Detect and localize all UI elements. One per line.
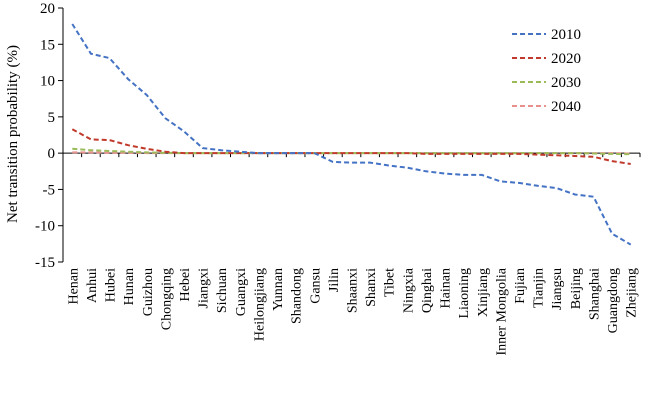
x-category-label: Jiangsu (550, 268, 565, 310)
y-axis-ticks: -15 -10 -5 0 5 10 15 20 (35, 1, 63, 271)
y-tick-label: 5 (48, 110, 56, 126)
x-category-label: Xinjiang (476, 268, 491, 317)
x-category-label: Zhejiang (625, 268, 640, 318)
y-tick-label: 20 (40, 1, 55, 17)
series-line-2020 (71, 128, 631, 165)
x-category-label: Qinghai (420, 268, 435, 313)
legend-label-2010: 2010 (551, 27, 581, 43)
x-category-label: Beijing (569, 268, 584, 309)
x-category-label: Hainan (439, 268, 454, 308)
y-tick-label: -15 (35, 255, 55, 271)
x-category-label: Shandong (290, 268, 305, 324)
y-tick-label: 10 (40, 74, 55, 90)
x-category-label: Sichuan (215, 268, 230, 313)
series-line-2010 (71, 23, 632, 246)
x-category-label: Yunnan (271, 268, 286, 311)
x-category-label: Shaanxi (346, 268, 361, 313)
x-category-label: Gansu (308, 268, 323, 304)
y-tick-label: -5 (43, 182, 56, 198)
x-category-label: Chongqing (159, 268, 174, 330)
x-category-label: Anhui (85, 268, 100, 303)
x-category-label: Henan (66, 268, 81, 305)
legend-label-2040: 2040 (551, 99, 581, 115)
x-category-label: Hebei (178, 268, 193, 302)
x-category-label: Inner Mongolia (494, 267, 509, 355)
legend-label-2030: 2030 (551, 75, 581, 91)
y-tick-label: 15 (40, 37, 55, 53)
x-category-label: Jiangxi (197, 268, 212, 309)
y-axis-title: Net transition probability (%) (5, 45, 21, 223)
legend: 2010 2020 2030 2040 (512, 27, 581, 115)
x-category-label: Heilongjiang (252, 268, 267, 341)
x-category-label: Shanghai (588, 268, 603, 320)
x-category-label: Fujian (513, 268, 528, 304)
axes (62, 8, 641, 262)
x-category-label: Hubei (104, 268, 119, 302)
x-category-label: Jilin (327, 268, 342, 292)
series-lines (71, 23, 632, 246)
x-axis-category-labels: Henan Anhui Hubei Hunan Guizhou Chongqing Hebe… (66, 267, 639, 355)
x-category-label: Ningxia (401, 267, 416, 313)
x-category-label: Shanxi (364, 268, 379, 307)
y-tick-label: -10 (35, 219, 55, 235)
legend-label-2020: 2020 (551, 51, 581, 67)
y-tick-label: 0 (48, 146, 56, 162)
series-line-2030 (72, 147, 631, 156)
x-category-label: Guangdong (606, 268, 621, 333)
x-category-label: Tibet (383, 268, 398, 297)
x-category-label: Liaoning (457, 268, 472, 319)
x-category-label: Guizhou (141, 268, 156, 316)
x-category-label: Hunan (122, 268, 137, 305)
x-category-label: Guangxi (234, 268, 249, 316)
x-category-label: Tianjin (532, 268, 547, 308)
